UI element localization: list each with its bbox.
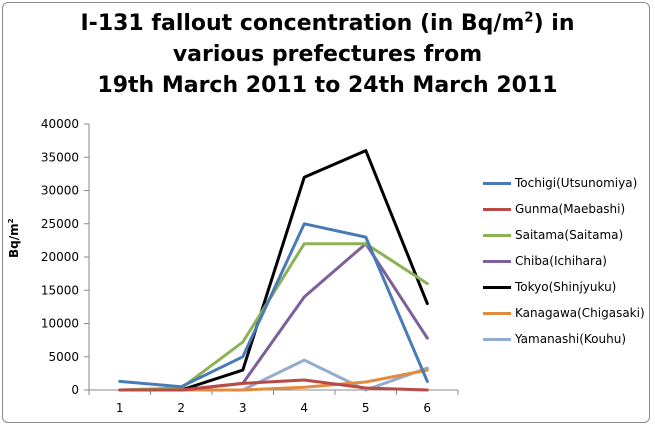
legend-swatch [483,285,511,289]
x-tick-label: 4 [300,401,308,415]
x-tick-label: 3 [239,401,247,415]
legend-item: Tokyo(Shinjyuku) [483,279,616,295]
legend-label: Tokyo(Shinjyuku) [515,280,617,294]
legend-swatch [483,181,511,185]
chart-frame [2,2,650,423]
legend-label: Gunma(Maebashi) [515,202,626,216]
x-tick-label: 6 [423,401,431,415]
legend-label: Kanagawa(Chigasaki) [515,306,645,320]
legend-swatch [483,207,511,211]
title-line-1-post: ) in [533,11,575,36]
legend-label: Saitama(Saitama) [515,228,624,242]
title-superscript: 2 [524,10,534,26]
series-line-chiba-ichihara [118,242,429,392]
y-tick-label: 20000 [41,250,79,264]
legend-item: Gunma(Maebashi) [483,201,625,217]
x-tick-label: 1 [116,401,124,415]
y-tick-label: 25000 [41,217,79,231]
y-tick-label: 35000 [41,150,79,164]
legend-label: Tochigi(Utsunomiya) [515,176,638,190]
legend-item: Yamanashi(Kouhu) [483,331,626,347]
legend-item: Kanagawa(Chigasaki) [483,305,645,321]
title-line-1-pre: I-131 fallout concentration (in Bq/m [80,11,525,36]
series-line-gunma-maebashi [118,378,429,392]
legend-swatch [483,337,511,341]
legend-item: Chiba(Ichihara) [483,253,607,269]
y-tick-label: 30000 [41,184,79,198]
y-tick-label: 0 [71,383,79,397]
x-tick-label: 2 [177,401,185,415]
y-tick-label: 10000 [41,317,79,331]
title-line-2: various prefectures from [172,42,483,67]
legend-label: Yamanashi(Kouhu) [515,332,627,346]
title-line-3: 19th March 2011 to 24th March 2011 [97,73,558,98]
legend-label: Chiba(Ichihara) [515,254,607,268]
y-tick-label: 40000 [41,117,79,131]
y-tick-label: 15000 [41,283,79,297]
title-line-1: I-131 fallout concentration (in Bq/m2) i… [0,8,655,39]
x-tick-label: 5 [362,401,370,415]
legend-swatch [483,233,511,237]
series-line-tochigi-utsunomiya [118,222,429,389]
chart-title: I-131 fallout concentration (in Bq/m2) i… [0,8,655,101]
legend-swatch [483,259,511,263]
legend-item: Tochigi(Utsunomiya) [483,175,637,191]
legend-item: Saitama(Saitama) [483,227,623,243]
legend-swatch [483,311,511,315]
y-tick-label: 5000 [48,350,79,364]
